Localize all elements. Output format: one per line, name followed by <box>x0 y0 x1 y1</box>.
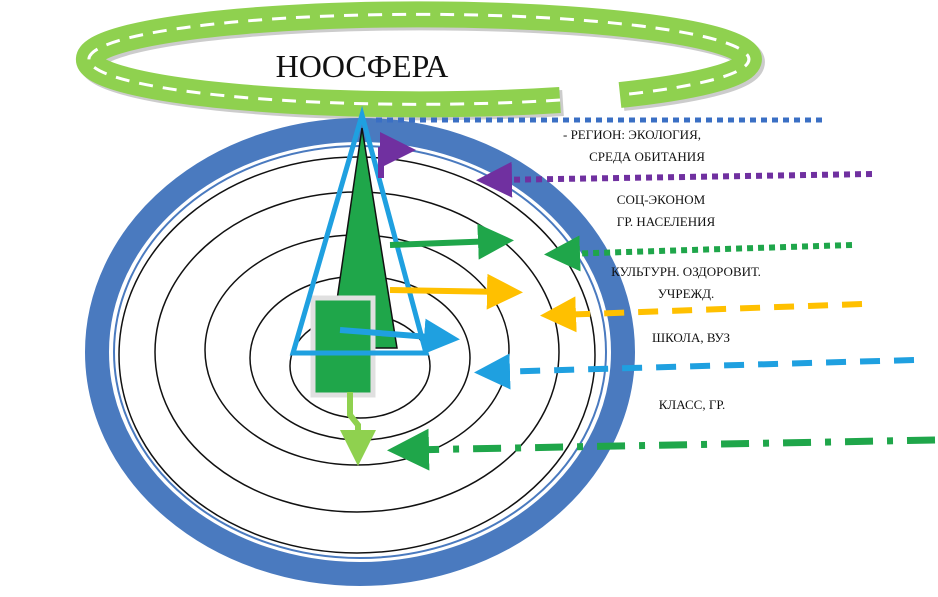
noosphere-ring <box>76 1 765 121</box>
level-label: - РЕГИОН: ЭКОЛОГИЯ, <box>563 127 701 142</box>
level-label: ШКОЛА, ВУЗ <box>652 330 730 345</box>
pyramid-outline <box>289 105 430 356</box>
level-label: СРЕДА ОБИТАНИЯ <box>589 149 705 164</box>
level-label: КУЛЬТУРН. ОЗДОРОВИТ. <box>611 264 761 279</box>
arrow <box>378 132 416 178</box>
level-labels: - РЕГИОН: ЭКОЛОГИЯ, СРЕДА ОБИТАНИЯ СОЦ-Э… <box>563 127 761 412</box>
arrow <box>339 318 460 355</box>
level-label: КЛАСС, ГР. <box>659 397 725 412</box>
arrow <box>340 392 376 466</box>
arrow <box>389 273 523 310</box>
core-block <box>310 295 376 398</box>
arrow <box>389 223 514 260</box>
dashed-arrow <box>540 296 863 333</box>
dotted-arrow <box>544 235 853 272</box>
title: НООСФЕРА <box>276 48 449 84</box>
dashed-arrow <box>474 353 915 390</box>
level-label: ГР. НАСЕЛЕНИЯ <box>617 214 716 229</box>
level-label: УЧРЕЖД. <box>658 286 715 301</box>
level-label: СОЦ-ЭКОНОМ <box>617 192 706 207</box>
dotted-arrow <box>476 161 873 198</box>
dash-dot-arrow <box>387 428 936 471</box>
